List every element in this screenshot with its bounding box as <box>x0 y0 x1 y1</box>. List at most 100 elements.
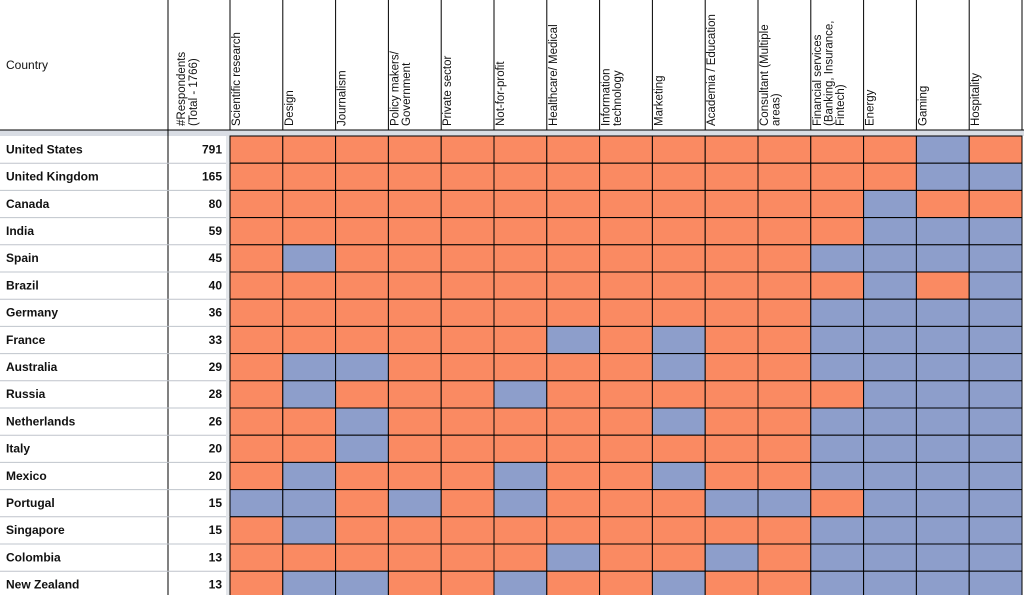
cell-r5-c13 <box>863 244 917 273</box>
cell-r5-c1 <box>229 244 284 273</box>
cell-r9-c6 <box>493 353 548 382</box>
cell-r1-c13 <box>863 135 917 164</box>
cell-r17-c3 <box>335 570 389 595</box>
row-label-9: Australia <box>6 360 58 374</box>
row-count-1: 791 <box>202 142 222 156</box>
cell-r2-c6 <box>493 162 548 191</box>
cell-r2-c12 <box>810 162 865 191</box>
cell-r11-c12 <box>810 407 865 436</box>
cell-r1-c2 <box>282 135 337 164</box>
column-header-15: Hospitality <box>970 73 982 126</box>
cell-r6-c15 <box>968 271 1023 300</box>
row-count-7: 36 <box>209 306 223 320</box>
cell-r1-c4 <box>387 135 442 164</box>
cell-r1-c9 <box>651 135 706 164</box>
cell-r11-c5 <box>440 407 495 436</box>
cell-r17-c10 <box>704 570 759 595</box>
cell-r14-c2 <box>282 489 337 518</box>
cell-r8-c2 <box>282 325 337 355</box>
cell-r17-c5 <box>440 570 495 595</box>
cell-r16-c14 <box>915 543 970 572</box>
cell-r13-c14 <box>915 461 970 491</box>
cell-r11-c2 <box>282 407 337 436</box>
cell-r2-c15 <box>968 162 1023 191</box>
cell-r16-c12 <box>810 543 865 572</box>
cell-r3-c7 <box>546 189 601 219</box>
cell-r6-c8 <box>599 271 653 300</box>
column-header-12: Financial services(Banking, Insurance,Fi… <box>812 21 847 126</box>
cell-r5-c15 <box>968 244 1023 273</box>
cell-r9-c15 <box>968 353 1023 382</box>
cell-r13-c9 <box>651 461 706 491</box>
cell-r16-c4 <box>387 543 442 572</box>
cell-r14-c13 <box>863 489 917 518</box>
cell-r17-c4 <box>387 570 442 595</box>
cell-r4-c15 <box>968 217 1023 246</box>
cell-r1-c3 <box>335 135 389 164</box>
cell-r7-c7 <box>546 298 601 327</box>
cell-r11-c11 <box>757 407 812 436</box>
cell-r9-c13 <box>863 353 917 382</box>
cell-r2-c10 <box>704 162 759 191</box>
cell-r2-c11 <box>757 162 812 191</box>
row-label-1: United States <box>6 142 83 156</box>
cell-r15-c4 <box>387 516 442 545</box>
cell-r9-c2 <box>282 353 337 382</box>
cell-r11-c6 <box>493 407 548 436</box>
cell-r9-c1 <box>229 353 284 382</box>
cell-r8-c13 <box>863 325 917 355</box>
cell-r2-c13 <box>863 162 917 191</box>
cell-r3-c1 <box>229 189 284 219</box>
cell-r16-c13 <box>863 543 917 572</box>
cell-r13-c2 <box>282 461 337 491</box>
column-header-6: Not-for-profit <box>495 61 507 126</box>
cell-r10-c10 <box>704 380 759 409</box>
cell-r2-c14 <box>915 162 970 191</box>
cell-r11-c7 <box>546 407 601 436</box>
row-label-12: Italy <box>6 442 30 456</box>
cell-r6-c9 <box>651 271 706 300</box>
cell-r10-c11 <box>757 380 812 409</box>
row-label-11: Netherlands <box>6 414 76 428</box>
cell-r14-c12 <box>810 489 865 518</box>
cell-r7-c9 <box>651 298 706 327</box>
cell-r5-c12 <box>810 244 865 273</box>
cell-r3-c12 <box>810 189 865 219</box>
cell-r8-c6 <box>493 325 548 355</box>
cell-r11-c8 <box>599 407 653 436</box>
row-label-3: Canada <box>6 197 50 211</box>
row-count-6: 40 <box>209 278 223 292</box>
cell-r8-c15 <box>968 325 1023 355</box>
cell-r15-c7 <box>546 516 601 545</box>
cell-r15-c13 <box>863 516 917 545</box>
cell-r4-c10 <box>704 217 759 246</box>
cell-r7-c10 <box>704 298 759 327</box>
cell-r8-c7 <box>546 325 601 355</box>
cell-r10-c5 <box>440 380 495 409</box>
cell-r14-c3 <box>335 489 389 518</box>
cell-r12-c8 <box>599 434 653 463</box>
column-header-2: Design <box>284 90 296 126</box>
cell-r10-c15 <box>968 380 1023 409</box>
column-header-4: Policy makers/Government <box>389 50 413 126</box>
cell-r8-c3 <box>335 325 389 355</box>
column-header-13: Energy <box>865 89 877 126</box>
cell-r14-c11 <box>757 489 812 518</box>
cell-r3-c2 <box>282 189 337 219</box>
cell-r2-c2 <box>282 162 337 191</box>
cell-r6-c5 <box>440 271 495 300</box>
cell-r3-c13 <box>863 189 917 219</box>
cell-r12-c6 <box>493 434 548 463</box>
cell-r4-c7 <box>546 217 601 246</box>
cell-r15-c5 <box>440 516 495 545</box>
cell-r15-c6 <box>493 516 548 545</box>
cell-r1-c8 <box>599 135 653 164</box>
cell-r16-c1 <box>229 543 284 572</box>
cell-r7-c6 <box>493 298 548 327</box>
row-count-5: 45 <box>209 251 223 265</box>
cell-r9-c7 <box>546 353 601 382</box>
row-count-17: 13 <box>209 578 223 592</box>
row-count-8: 33 <box>209 333 223 347</box>
cell-r17-c11 <box>757 570 812 595</box>
cell-r8-c14 <box>915 325 970 355</box>
